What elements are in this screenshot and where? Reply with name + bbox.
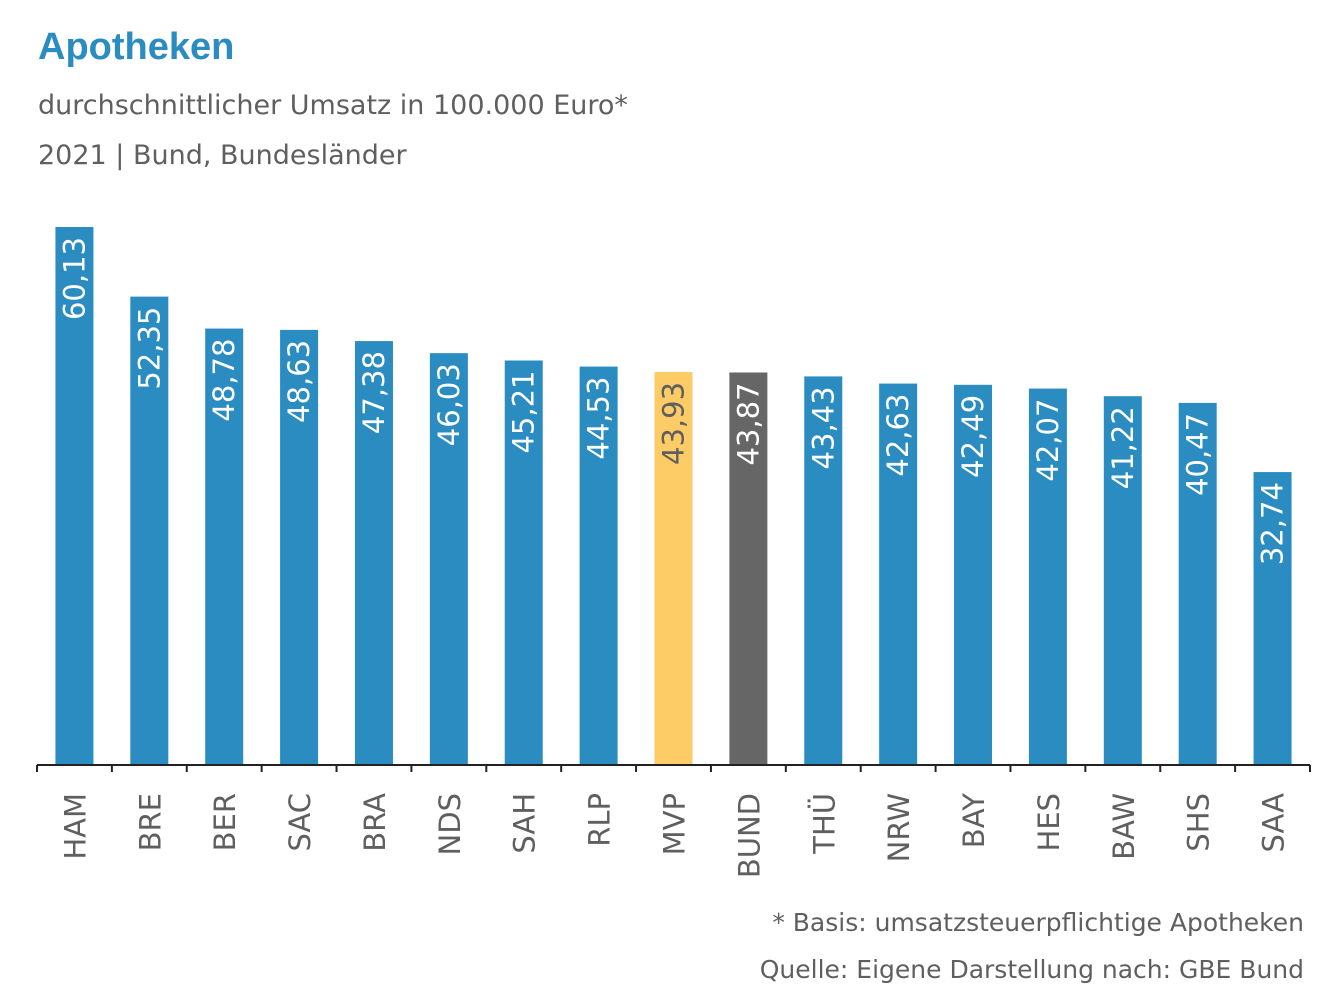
- value-label-nrw: 42,63: [881, 394, 915, 477]
- tick-label-baw: BAW: [1107, 793, 1141, 860]
- bar-baw: [1103, 396, 1142, 765]
- bar-sah: [504, 360, 543, 765]
- chart-title: Apotheken: [38, 26, 235, 68]
- bar-chart: 60,13 52,35 48,78 48,63 47,38 46,03 45,21 44,53…: [36, 227, 1311, 878]
- value-label-sac: 48,63: [282, 340, 316, 423]
- tick-label-mvp: MVP: [658, 793, 692, 855]
- tick-label-sah: SAH: [508, 793, 542, 854]
- value-label-thu: 43,43: [806, 386, 840, 469]
- bar-thu: [804, 376, 843, 765]
- value-label-hes: 42,07: [1031, 399, 1065, 482]
- tick-label-sac: SAC: [283, 793, 317, 852]
- tick-label-shs: SHS: [1182, 793, 1216, 852]
- source-note: Quelle: Eigene Darstellung nach: GBE Bun…: [759, 955, 1304, 984]
- tick-label-nrw: NRW: [882, 793, 916, 862]
- value-label-bay: 42,49: [956, 395, 990, 478]
- bar-bre: [130, 296, 169, 765]
- value-label-ham: 60,13: [57, 237, 91, 320]
- tick-label-bra: BRA: [358, 793, 392, 852]
- x-axis: HAM BRE BER SAC BRA NDS SAH RLP MVP BUND THÜ NRW BAY…: [36, 764, 1311, 878]
- bar-bay: [954, 384, 993, 765]
- value-label-bra: 47,38: [357, 351, 391, 434]
- tick-label-saa: SAA: [1257, 793, 1291, 853]
- bar-saa: [1253, 472, 1292, 765]
- bar-sac: [280, 329, 319, 765]
- bar-nds: [429, 353, 468, 765]
- value-label-shs: 40,47: [1181, 413, 1215, 496]
- chart-subtitle: durchschnittlicher Umsatz in 100.000 Eur…: [38, 90, 628, 121]
- value-label-nds: 46,03: [432, 363, 466, 446]
- value-label-bre: 52,35: [132, 307, 166, 390]
- bar-hes: [1028, 388, 1067, 765]
- bar-bra: [354, 341, 393, 765]
- bar-shs: [1178, 402, 1217, 765]
- tick-label-bay: BAY: [957, 793, 991, 848]
- bar-ham: [55, 227, 94, 765]
- tick-label-hes: HES: [1032, 793, 1066, 852]
- tick-label-rlp: RLP: [583, 793, 617, 847]
- chart-subtitle-year: 2021 | Bund, Bundesländer: [38, 140, 407, 171]
- bar-mvp: [654, 371, 693, 765]
- value-label-mvp: 43,93: [657, 382, 691, 465]
- tick-label-bre: BRE: [133, 793, 167, 851]
- bar-ber: [205, 328, 244, 765]
- footnote: * Basis: umsatzsteuerpflichtige Apotheke…: [772, 908, 1304, 937]
- bar-nrw: [879, 383, 918, 765]
- tick-label-thu: THÜ: [807, 793, 841, 855]
- value-label-baw: 41,22: [1106, 406, 1140, 489]
- tick-label-ham: HAM: [58, 793, 92, 860]
- value-label-ber: 48,78: [207, 339, 241, 422]
- tick-label-ber: BER: [208, 793, 242, 851]
- tick-label-nds: NDS: [433, 793, 467, 855]
- value-label-rlp: 44,53: [582, 377, 616, 460]
- value-label-sah: 45,21: [507, 370, 541, 453]
- bar-rlp: [579, 366, 618, 765]
- value-label-bund: 43,87: [731, 382, 765, 465]
- value-label-saa: 32,74: [1256, 482, 1290, 565]
- bars-group: 60,13 52,35 48,78 48,63 47,38 46,03 45,21 44,53…: [55, 227, 1292, 765]
- bar-bund: [729, 372, 768, 765]
- tick-label-bund: BUND: [732, 793, 766, 878]
